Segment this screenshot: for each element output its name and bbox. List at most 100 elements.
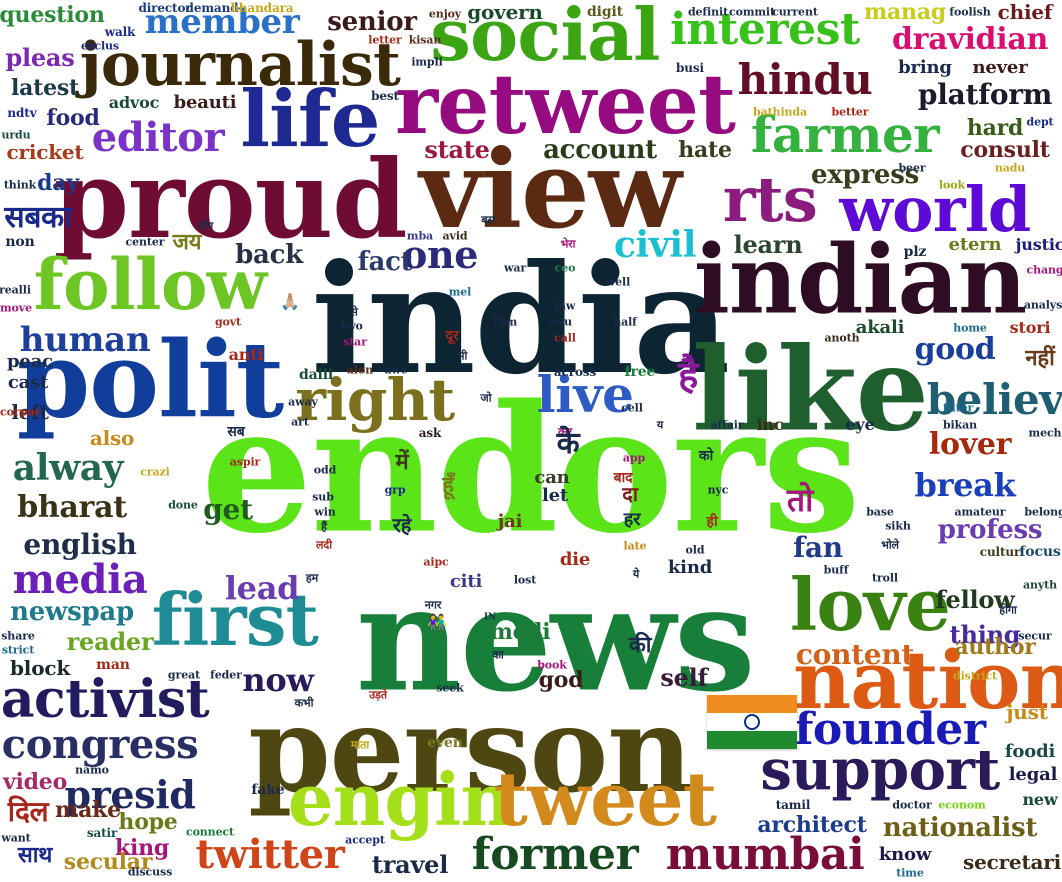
cloud-word: new (1022, 790, 1058, 809)
cloud-word: express (811, 160, 919, 190)
cloud-word: rts (722, 163, 818, 236)
cloud-word: jai (497, 511, 523, 532)
cloud-word: mba (406, 229, 434, 243)
cloud-word: भी (456, 349, 468, 363)
cloud-word: hard (966, 115, 1024, 141)
cloud-word: back (235, 240, 303, 270)
cloud-word: one (401, 232, 479, 277)
cloud-word: ये (632, 567, 640, 581)
flag-band (707, 695, 797, 713)
cloud-word: better (831, 105, 869, 119)
cloud-word: chang (1026, 263, 1062, 277)
cloud-word: media (12, 556, 148, 603)
cloud-word: journalist (79, 30, 401, 100)
cloud-word: avid (442, 229, 468, 243)
cloud-word: cultur (979, 545, 1021, 559)
cloud-word: issu (547, 315, 573, 329)
cloud-word: filter (942, 401, 974, 415)
cloud-word: presid (64, 772, 196, 817)
cloud-word: impli (411, 55, 443, 69)
cloud-word: walk (104, 25, 136, 39)
cloud-word: cricket (6, 140, 84, 164)
cloud-word: support (760, 737, 1000, 803)
cloud-word: bikan (942, 418, 978, 432)
cloud-word: तो (786, 481, 814, 519)
cloud-word: mech (1028, 426, 1062, 440)
cloud-word: activist (0, 669, 210, 730)
cloud-word: man (96, 657, 130, 673)
cloud-word: की (628, 632, 652, 658)
cloud-word: across (553, 365, 597, 379)
cloud-word: endors (201, 367, 861, 573)
cloud-word: two (341, 319, 363, 333)
cloud-word: होगा (999, 603, 1017, 617)
cloud-word: सब (227, 424, 245, 440)
cloud-word: बस (481, 213, 495, 227)
cloud-word: mumbai (665, 829, 865, 880)
cloud-word: tamil (775, 798, 811, 812)
cloud-word: chief (997, 0, 1053, 24)
cloud-word: seek (436, 681, 464, 695)
cloud-word: non (5, 234, 35, 250)
cloud-word: move (0, 301, 32, 315)
cloud-word: strict (1, 643, 35, 657)
cloud-word: let (541, 485, 569, 506)
cloud-word: hate (678, 137, 732, 163)
cloud-word: belong (1024, 505, 1062, 519)
cloud-word: analys (1023, 298, 1062, 312)
cloud-word: even (427, 735, 463, 751)
cloud-word: make (55, 797, 121, 823)
cloud-word: discuss (127, 865, 173, 879)
cloud-word: english (23, 528, 137, 561)
chakra-icon (744, 714, 760, 730)
cloud-word: का (492, 648, 504, 662)
cloud-word: demand (185, 1, 239, 15)
cloud-word: हम (305, 571, 319, 585)
cloud-word: alway (12, 447, 124, 489)
cloud-word: nyc (707, 483, 729, 497)
cloud-word: awe (384, 363, 408, 377)
cloud-word: kind (667, 557, 713, 578)
cloud-word: बाद (613, 470, 633, 486)
cloud-word: affair (710, 418, 744, 432)
cloud-word: view (419, 127, 681, 253)
cloud-word: doctor (892, 798, 932, 812)
cloud-word: book (537, 658, 567, 672)
cloud-word: letter (368, 33, 402, 47)
cloud-word: twitter (195, 831, 345, 878)
cloud-word: profess (937, 515, 1043, 545)
cloud-word: citi (449, 571, 483, 592)
cloud-word: nadu (994, 161, 1026, 175)
cloud-word: stori (1009, 318, 1051, 337)
cloud-word: के (556, 426, 580, 461)
cloud-word: sikh (885, 519, 911, 533)
cloud-word: enjoy (428, 7, 462, 21)
cloud-word: left (11, 400, 49, 424)
cloud-word: director (138, 1, 192, 15)
cloud-word: senior (327, 7, 417, 37)
cloud-word: जय (172, 229, 202, 255)
cloud-word: best (371, 89, 399, 103)
cloud-word: former (471, 829, 639, 880)
cloud-word: day (37, 170, 79, 196)
cloud-word: ceo (554, 261, 576, 275)
cloud-word: bhandara (230, 1, 294, 15)
cloud-word: farmer (750, 105, 940, 164)
cloud-word: done (168, 498, 198, 512)
cloud-word: engin (287, 757, 513, 842)
cloud-word: digit (587, 4, 623, 20)
cloud-word: कर (558, 425, 572, 439)
cloud-word: platform (917, 78, 1053, 111)
cloud-word: secular (63, 849, 153, 875)
cloud-word: fellow (935, 585, 1015, 614)
cloud-word: founder (794, 704, 986, 755)
cloud-word: govern (467, 0, 543, 24)
flag-band (707, 731, 797, 749)
cloud-word: dept (1026, 115, 1054, 129)
cloud-word: social (430, 0, 660, 77)
cloud-word: state (424, 135, 490, 164)
cloud-word: भोले (881, 538, 899, 552)
cloud-word: namo (75, 763, 109, 777)
cloud-word: star (343, 335, 367, 349)
cloud-word: य (656, 418, 664, 432)
